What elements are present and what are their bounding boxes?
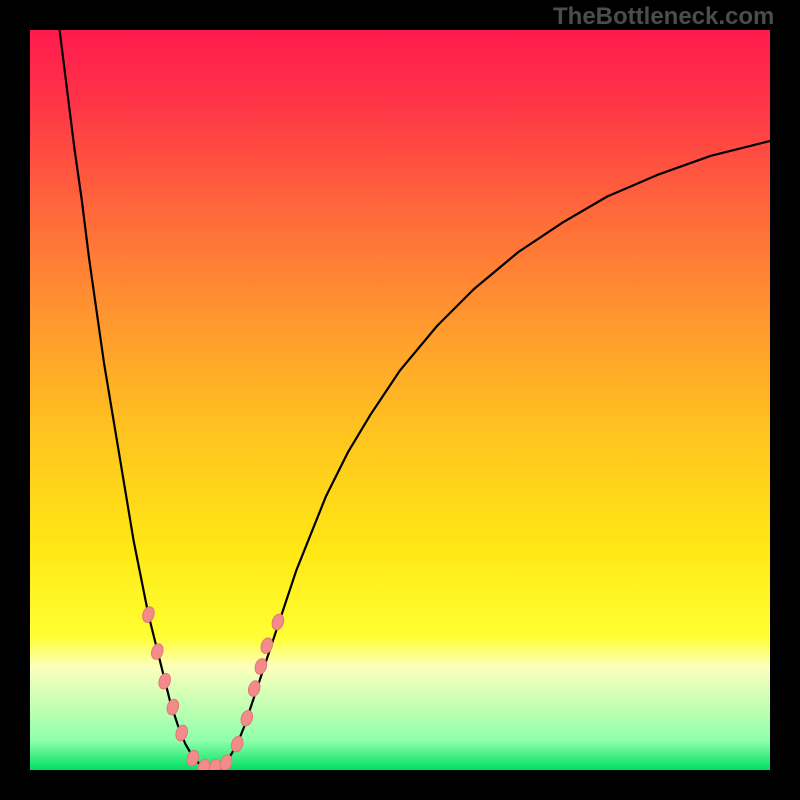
data-marker: [270, 613, 285, 632]
data-marker: [150, 642, 165, 661]
watermark-text: TheBottleneck.com: [553, 3, 774, 31]
curve-svg: [30, 30, 770, 770]
data-marker: [207, 758, 222, 770]
data-marker: [253, 657, 268, 676]
data-marker: [229, 735, 244, 754]
data-marker: [239, 709, 254, 728]
chart-container: TheBottleneck.com: [0, 0, 800, 800]
bottleneck-curve: [60, 30, 770, 769]
data-marker: [165, 698, 180, 717]
data-marker: [141, 605, 156, 624]
data-marker: [218, 753, 233, 770]
plot-area: [30, 30, 770, 770]
data-marker: [157, 672, 172, 691]
data-marker: [174, 724, 189, 743]
data-marker: [185, 749, 200, 768]
data-marker: [259, 636, 274, 655]
data-marker: [196, 758, 211, 770]
data-marker: [247, 679, 262, 698]
